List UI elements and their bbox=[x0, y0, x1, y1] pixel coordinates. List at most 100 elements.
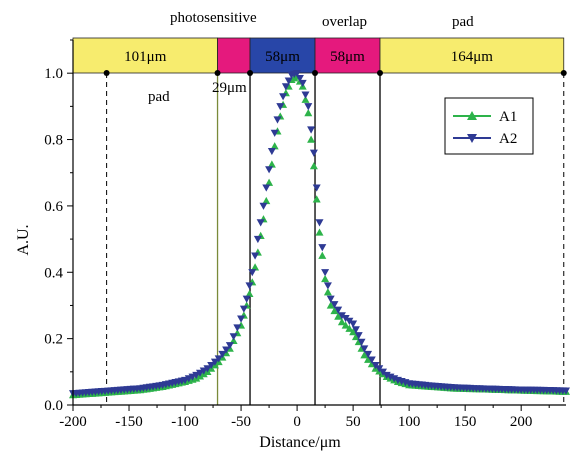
y-tick-label: 1.0 bbox=[44, 66, 63, 82]
data-point bbox=[562, 387, 570, 395]
annotation-29um: 29μm bbox=[212, 80, 247, 96]
data-point bbox=[321, 269, 330, 277]
legend-label: A1 bbox=[499, 109, 517, 125]
axes: -200 -150 -100 -50 0 50 100 150 200 0.0 0.2 0.4 0.6 0… bbox=[44, 39, 566, 430]
data-point bbox=[307, 126, 316, 134]
region-label: 58μm bbox=[330, 49, 365, 65]
data-point bbox=[203, 365, 212, 373]
data-point bbox=[318, 244, 327, 252]
data-point bbox=[267, 160, 276, 168]
data-point bbox=[364, 355, 373, 363]
data-point bbox=[265, 166, 274, 174]
data-point bbox=[267, 147, 276, 156]
data-point bbox=[270, 129, 279, 137]
data-point bbox=[245, 282, 254, 290]
region-label: 101μm bbox=[124, 49, 167, 65]
data-point bbox=[253, 235, 262, 244]
region-bar bbox=[217, 37, 251, 74]
y-axis-label: A.U. bbox=[15, 224, 32, 255]
annotation-pad-left: pad bbox=[148, 89, 170, 105]
y-tick-label: 0.8 bbox=[44, 133, 63, 149]
data-point bbox=[242, 295, 251, 303]
data-point bbox=[222, 346, 231, 354]
region-bar bbox=[72, 37, 218, 74]
data-point bbox=[279, 93, 288, 101]
data-point bbox=[281, 83, 290, 91]
data-point bbox=[295, 74, 304, 83]
data-point bbox=[239, 305, 248, 313]
data-point bbox=[309, 162, 318, 170]
region-bar bbox=[314, 37, 381, 74]
region-bar bbox=[379, 37, 565, 74]
data-point bbox=[256, 219, 265, 227]
data-point bbox=[276, 103, 285, 111]
boundary-dot bbox=[214, 70, 221, 76]
data-point bbox=[312, 195, 321, 203]
x-tick-label: -50 bbox=[231, 414, 251, 430]
data-point bbox=[218, 350, 227, 359]
data-point bbox=[351, 332, 360, 341]
data-point bbox=[273, 116, 282, 124]
data-point bbox=[251, 252, 260, 260]
y-tick-label: 0.4 bbox=[44, 265, 63, 281]
x-tick-label: 50 bbox=[346, 414, 361, 430]
data-point bbox=[315, 219, 324, 227]
data-point bbox=[262, 196, 271, 205]
data-point bbox=[337, 318, 346, 326]
data-point bbox=[351, 326, 360, 334]
data-point bbox=[318, 251, 327, 259]
legend-marker bbox=[467, 111, 477, 120]
boundary-dot bbox=[377, 70, 384, 76]
x-tick-label: -200 bbox=[59, 414, 87, 430]
data-point bbox=[321, 274, 330, 283]
data-point bbox=[341, 321, 350, 329]
data-point bbox=[360, 345, 369, 353]
data-point bbox=[214, 355, 223, 363]
y-tick-label: 0.6 bbox=[44, 199, 63, 215]
region-label: 58μm bbox=[265, 49, 300, 65]
boundary-dot bbox=[312, 70, 319, 76]
data-point bbox=[284, 77, 293, 85]
legend-label: A2 bbox=[499, 131, 517, 147]
data-point bbox=[207, 361, 216, 370]
data-point bbox=[349, 320, 358, 328]
data-point bbox=[357, 338, 366, 346]
data-point bbox=[367, 356, 376, 364]
data-point bbox=[330, 301, 339, 309]
data-point bbox=[233, 324, 242, 332]
y-tick-label: 0.0 bbox=[44, 398, 63, 414]
data-point bbox=[326, 301, 335, 309]
series-markers bbox=[69, 69, 570, 399]
data-point bbox=[360, 351, 369, 359]
region-bar bbox=[249, 37, 316, 74]
data-point bbox=[248, 269, 257, 277]
boundary-dot bbox=[103, 70, 110, 76]
data-point bbox=[315, 228, 324, 236]
annotation-pad-right: pad bbox=[452, 14, 474, 30]
x-axis-label: Distance/μm bbox=[259, 434, 341, 451]
data-point bbox=[298, 79, 307, 88]
data-point bbox=[323, 288, 332, 296]
x-tick-label: -100 bbox=[171, 414, 199, 430]
x-tick-label: 0 bbox=[293, 414, 301, 430]
data-point bbox=[245, 289, 254, 298]
boundary-dot bbox=[247, 70, 254, 76]
legend-marker bbox=[467, 134, 477, 143]
data-point bbox=[210, 358, 219, 366]
data-point bbox=[301, 91, 310, 99]
data-point bbox=[364, 350, 373, 359]
boundary-lines bbox=[103, 70, 567, 405]
region-label: 164μm bbox=[451, 49, 494, 65]
data-point bbox=[307, 135, 316, 143]
data-point bbox=[345, 317, 354, 325]
data-point bbox=[334, 306, 343, 314]
data-point bbox=[237, 315, 246, 323]
data-point bbox=[293, 69, 302, 78]
data-point bbox=[341, 314, 350, 323]
data-point bbox=[309, 149, 318, 157]
data-point bbox=[345, 324, 354, 332]
data-point bbox=[265, 178, 274, 186]
data-point bbox=[337, 312, 346, 320]
